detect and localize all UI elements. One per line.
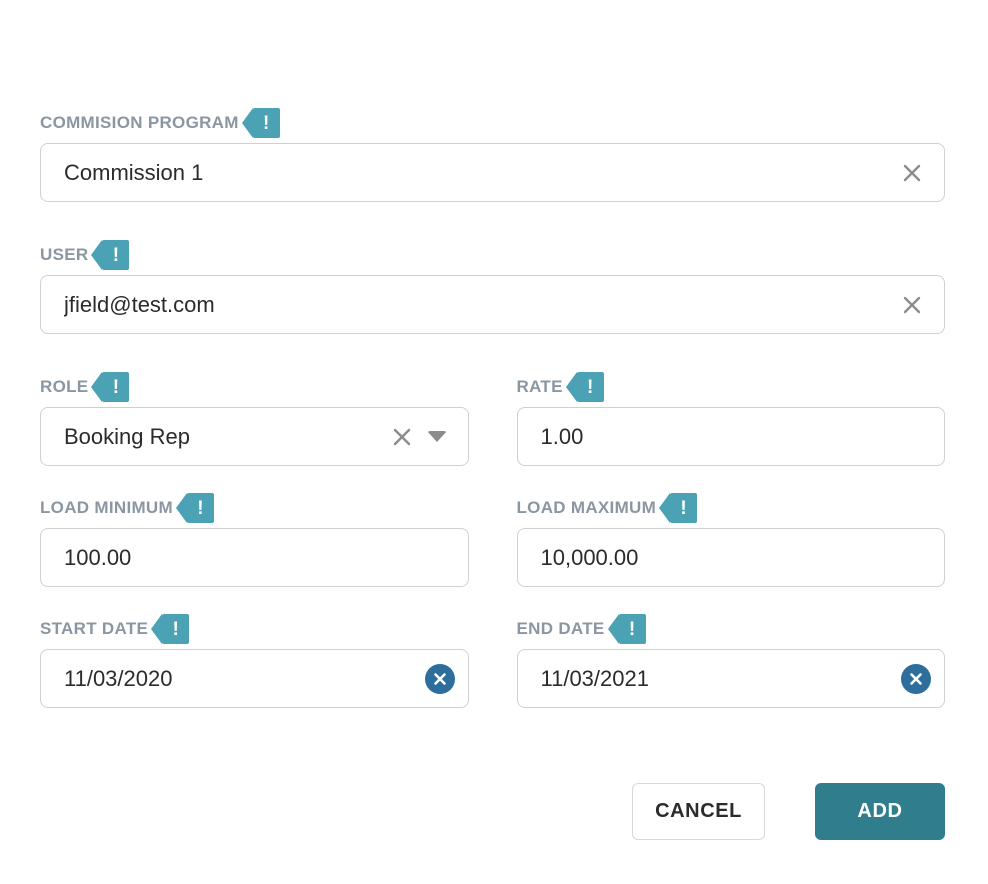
exclamation-glyph: ! (680, 497, 687, 519)
exclamation-glyph: ! (628, 618, 636, 640)
role-label: ROLE (40, 377, 89, 396)
clear-icon[interactable] (899, 292, 925, 318)
clear-date-icon[interactable] (424, 663, 455, 694)
row-dates: START DATE ! END DATE ! (40, 614, 945, 708)
field-end-date: END DATE ! (516, 614, 946, 708)
required-flag-icon: ! (659, 493, 698, 523)
required-flag-icon: ! (241, 108, 280, 138)
required-flag-icon: ! (91, 240, 130, 270)
load-minimum-label: LOAD MINIMUM (40, 498, 173, 517)
end-date-label: END DATE (516, 619, 605, 638)
rate-input[interactable] (516, 407, 945, 466)
start-date-label-row: START DATE ! (40, 614, 469, 644)
required-flag-icon: ! (151, 614, 190, 644)
commission-program-input-wrap (40, 143, 945, 202)
rate-label: RATE (516, 377, 563, 396)
row-load-min-max: LOAD MINIMUM ! LOAD MAXIMUM ! (40, 493, 945, 587)
commission-program-label-row: COMMISION PROGRAM ! (40, 108, 945, 138)
end-date-label-row: END DATE ! (517, 614, 946, 644)
role-label-row: ROLE ! (40, 372, 469, 402)
field-commission-program: COMMISION PROGRAM ! (40, 108, 945, 202)
required-flag-icon: ! (607, 614, 646, 644)
role-select-value: Booking Rep (64, 423, 190, 449)
end-date-input[interactable] (516, 649, 945, 708)
row-role-rate: ROLE ! Booking Rep RATE ! (40, 372, 945, 466)
rate-input-wrap (516, 407, 945, 466)
required-flag-icon: ! (91, 372, 130, 402)
cancel-button[interactable]: CANCEL (632, 783, 765, 840)
end-date-input-wrap (516, 649, 945, 708)
exclamation-glyph: ! (112, 244, 120, 266)
load-maximum-input[interactable] (516, 528, 945, 587)
required-flag-icon: ! (565, 372, 604, 402)
exclamation-glyph: ! (587, 376, 594, 398)
field-start-date: START DATE ! (40, 614, 469, 708)
add-button[interactable]: ADD (815, 783, 945, 840)
start-date-input-wrap (40, 649, 469, 708)
exclamation-glyph: ! (263, 112, 270, 134)
add-commission-form: COMMISION PROGRAM ! USER ! ROLE ! (40, 108, 945, 840)
role-select-wrap: Booking Rep (40, 407, 469, 466)
exclamation-glyph: ! (172, 618, 179, 640)
clear-icon[interactable] (389, 424, 415, 450)
load-minimum-input[interactable] (40, 528, 469, 587)
field-user: USER ! (40, 240, 945, 334)
exclamation-glyph: ! (112, 376, 120, 398)
form-actions: CANCEL ADD (40, 783, 945, 840)
field-rate: RATE ! (516, 372, 946, 466)
field-load-minimum: LOAD MINIMUM ! (40, 493, 469, 587)
user-label: USER (40, 245, 89, 264)
user-input-wrap (40, 275, 945, 334)
start-date-input[interactable] (40, 649, 469, 708)
load-maximum-label-row: LOAD MAXIMUM ! (517, 493, 946, 523)
chevron-down-icon[interactable] (426, 426, 448, 448)
commission-program-label: COMMISION PROGRAM (40, 113, 239, 132)
field-load-maximum: LOAD MAXIMUM ! (516, 493, 946, 587)
load-maximum-label: LOAD MAXIMUM (516, 498, 657, 517)
clear-icon[interactable] (899, 160, 925, 186)
required-flag-icon: ! (175, 493, 214, 523)
load-minimum-input-wrap (40, 528, 469, 587)
role-select[interactable]: Booking Rep (40, 407, 469, 466)
user-input[interactable] (40, 275, 945, 334)
load-maximum-input-wrap (516, 528, 945, 587)
start-date-label: START DATE (40, 619, 149, 638)
exclamation-glyph: ! (197, 497, 204, 519)
user-label-row: USER ! (40, 240, 945, 270)
load-minimum-label-row: LOAD MINIMUM ! (40, 493, 469, 523)
commission-program-input[interactable] (40, 143, 945, 202)
clear-date-icon[interactable] (901, 663, 931, 694)
rate-label-row: RATE ! (517, 372, 946, 402)
field-role: ROLE ! Booking Rep (40, 372, 469, 466)
